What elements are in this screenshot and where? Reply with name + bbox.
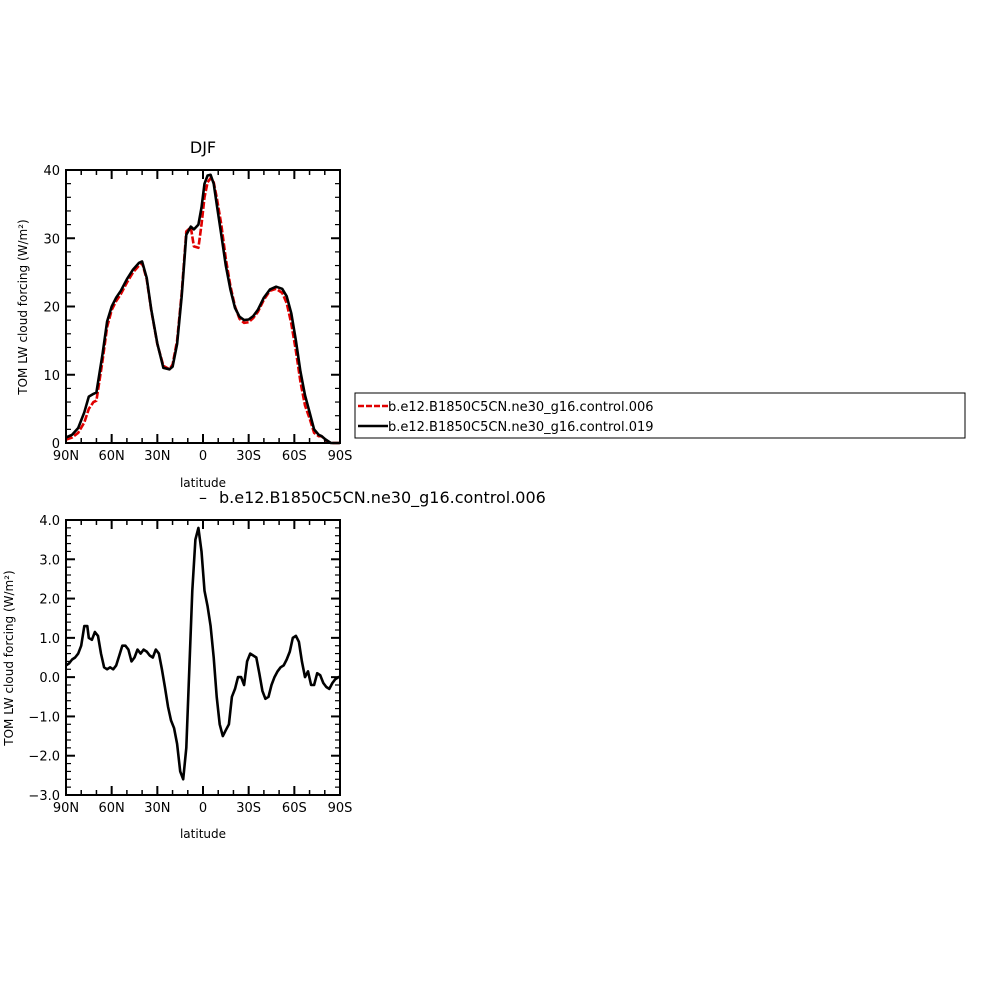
legend-label-019: b.e12.B1850C5CN.ne30_g16.control.019	[388, 420, 654, 435]
top-x-tick-label: 0	[199, 449, 207, 464]
bottom-y-tick-label: 4.0	[39, 514, 60, 529]
bottom-x-tick-label: 60N	[99, 801, 125, 816]
top-x-tick-label: 90S	[328, 449, 353, 464]
bottom-x-tick-label: 90N	[53, 801, 79, 816]
top-x-tick-label: 90N	[53, 449, 79, 464]
bottom-x-tick-label: 30N	[144, 801, 170, 816]
legend-box	[354, 392, 966, 439]
bottom-y-tick-label: −2.0	[28, 750, 60, 765]
bottom-x-tick-label: 60S	[282, 801, 307, 816]
top-y-tick-label: 30	[43, 232, 60, 247]
bottom-x-tick-label: 30S	[236, 801, 261, 816]
top-plot-area: 90N 60N 30N 0 30S 60S 90S 0 10 20 30 40	[43, 164, 352, 464]
bottom-chart-xlabel: latitude	[180, 827, 226, 841]
bottom-x-tick-label: 90S	[328, 801, 353, 816]
bottom-y-tick-label: 1.0	[39, 632, 60, 647]
top-y-tick-label: 10	[43, 369, 60, 384]
bottom-chart-title-dash: –	[199, 488, 207, 507]
top-chart-ylabel: TOM LW cloud forcing (W/m²)	[16, 219, 30, 396]
top-x-tick-label: 60S	[282, 449, 307, 464]
top-y-tick-label: 20	[43, 301, 60, 316]
bottom-y-tick-label: −1.0	[28, 710, 60, 725]
top-series-line-0	[65, 176, 340, 445]
bottom-chart-ylabel: TOM LW cloud forcing (W/m²)	[2, 570, 16, 747]
bottom-plot-area: 90N 60N 30N 0 30S 60S 90S −3.0 −2.0 −1.0 0.0 1.0 2.0…	[28, 514, 352, 816]
top-series-line-1	[65, 173, 340, 445]
legend: b.e12.B1850C5CN.ne30_g16.control.006 b.e…	[354, 392, 966, 439]
top-y-tick-label: 40	[43, 164, 60, 179]
top-x-tick-label: 60N	[99, 449, 125, 464]
top-x-tick-label: 30N	[144, 449, 170, 464]
legend-label-006: b.e12.B1850C5CN.ne30_g16.control.006	[388, 400, 654, 415]
bottom-y-tick-label: −3.0	[28, 789, 60, 804]
bottom-y-tick-label: 2.0	[39, 593, 60, 608]
bottom-chart-title: b.e12.B1850C5CN.ne30_g16.control.006	[219, 488, 546, 508]
top-chart-xlabel: latitude	[180, 476, 226, 490]
top-chart-title: DJF	[190, 138, 216, 157]
bottom-y-tick-label: 0.0	[39, 671, 60, 686]
top-x-tick-label: 30S	[236, 449, 261, 464]
bottom-y-tick-label: 3.0	[39, 553, 60, 568]
bottom-x-tick-label: 0	[199, 801, 207, 816]
bottom-series-line-0	[65, 526, 340, 781]
top-y-tick-label: 0	[52, 437, 60, 452]
